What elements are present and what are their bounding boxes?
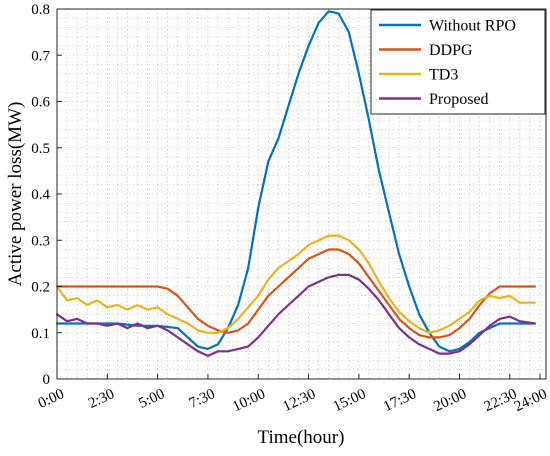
y-tick-label: 0.4: [31, 187, 50, 203]
series-line: [55, 10, 537, 353]
legend-label: DDPG: [429, 42, 473, 59]
legend-label: Proposed: [429, 91, 489, 108]
y-tick-label: 0.3: [31, 233, 50, 249]
series-lines: [55, 10, 537, 357]
y-axis-title: Active power loss(MW): [5, 102, 26, 287]
y-tick-label: 0.6: [31, 95, 50, 111]
legend: Without RPO DDPG TD3 Proposed: [370, 9, 546, 115]
y-tick-label: 0: [43, 372, 51, 388]
legend-label: TD3: [429, 67, 458, 84]
y-tick-label: 0.2: [31, 280, 50, 296]
legend-label: Without RPO: [429, 18, 516, 35]
y-tick-label: 0.1: [31, 326, 50, 342]
series-line: [55, 234, 537, 334]
y-tick-label: 0.7: [31, 48, 50, 64]
axis-ticks: 00.10.20.30.40.50.60.70.80:00 2:30 5:00 7:3…: [31, 2, 549, 415]
legend-box: [370, 9, 546, 115]
x-axis-title: Time(hour): [258, 427, 345, 448]
grid: [56, 8, 546, 380]
y-tick-label: 0.8: [31, 2, 50, 18]
y-tick-label: 0.5: [31, 141, 50, 157]
series-line: [55, 273, 537, 357]
series-line: [55, 248, 537, 339]
